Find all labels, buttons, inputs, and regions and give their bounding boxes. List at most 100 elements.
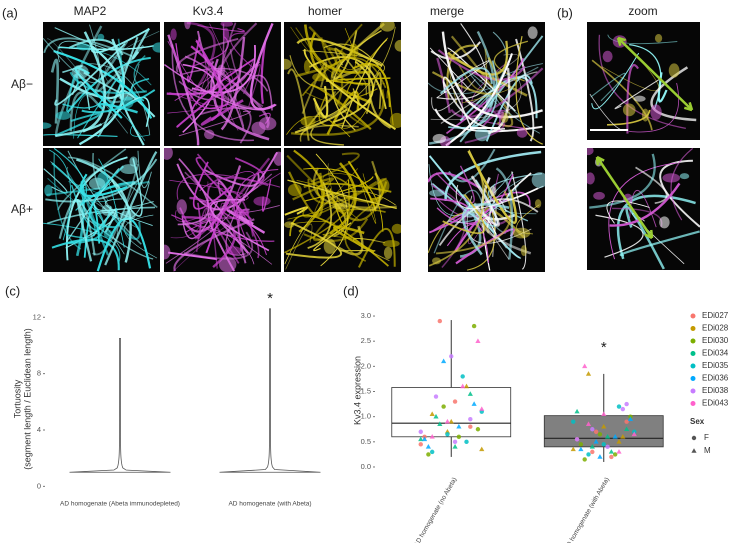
neurite — [595, 214, 644, 258]
neurite — [133, 55, 146, 93]
neurite — [431, 79, 476, 112]
neurite — [73, 92, 146, 141]
neurite — [292, 177, 335, 201]
neurite — [186, 22, 216, 100]
soma — [679, 173, 690, 180]
y-axis-label: Tortuosity — [12, 379, 22, 418]
micrograph — [43, 22, 160, 146]
y-tick-label: 1.0 — [361, 412, 371, 421]
soma — [284, 221, 295, 228]
neurite — [445, 53, 513, 146]
soma — [389, 112, 401, 129]
legend-swatch — [690, 338, 696, 344]
neurite — [359, 173, 377, 224]
neurite — [458, 48, 488, 91]
neurite — [461, 77, 517, 104]
neurite — [71, 81, 91, 110]
soma — [220, 22, 234, 27]
point — [452, 444, 458, 449]
point — [449, 354, 454, 359]
y-tick-label: 1.5 — [361, 386, 371, 395]
legend-label: EDi027 — [702, 311, 729, 320]
neurite — [299, 26, 396, 129]
scale-bar — [590, 129, 628, 131]
arrow-head — [644, 229, 654, 240]
column-header: homer — [308, 4, 342, 18]
soma — [170, 28, 177, 41]
neurite — [307, 178, 378, 205]
legend-label: EDi043 — [702, 399, 729, 408]
point — [605, 444, 610, 450]
neurite — [625, 206, 665, 270]
soma — [485, 94, 494, 108]
soma — [222, 27, 230, 42]
neurite — [93, 179, 154, 211]
neurite — [318, 93, 344, 127]
point — [445, 432, 450, 437]
point — [433, 394, 439, 399]
soma — [164, 148, 173, 160]
point — [460, 374, 465, 379]
y-tick-label: 2.5 — [361, 336, 371, 345]
neurite — [249, 22, 276, 111]
point — [574, 437, 580, 442]
soma — [103, 229, 113, 238]
point — [616, 404, 622, 409]
neurite — [635, 166, 668, 205]
soma — [203, 129, 215, 140]
soma — [55, 111, 71, 120]
legend-label: EDi028 — [702, 324, 729, 333]
soma — [287, 183, 302, 197]
point — [601, 423, 607, 429]
significance: * — [267, 290, 273, 307]
neurite — [209, 198, 270, 252]
legend-label: EDi036 — [702, 374, 729, 383]
scale-bar — [470, 127, 500, 129]
neurite — [442, 81, 506, 130]
point — [448, 418, 454, 424]
point — [460, 383, 466, 389]
neurite — [284, 206, 309, 216]
neurite — [495, 167, 514, 260]
y-axis-label: Kv3.4 expression — [352, 356, 362, 425]
neurite — [590, 72, 626, 102]
point — [468, 416, 473, 422]
soma — [44, 184, 53, 197]
neurite — [53, 49, 153, 119]
soma — [520, 245, 528, 257]
neurite — [626, 64, 639, 134]
panel-label: (a) — [2, 5, 18, 20]
neurite — [316, 182, 392, 201]
neurite — [213, 98, 270, 141]
violin — [219, 308, 321, 473]
point — [426, 452, 431, 457]
point — [468, 424, 473, 429]
legend-label: EDi035 — [702, 361, 729, 370]
y-tick-label: 0.0 — [361, 462, 371, 471]
legend-swatch — [690, 326, 696, 331]
point — [616, 449, 622, 454]
neurite — [302, 50, 385, 74]
soma — [259, 116, 277, 131]
point — [441, 358, 447, 364]
point — [624, 419, 629, 424]
legend-swatch — [690, 401, 696, 406]
point — [608, 449, 614, 454]
point — [452, 439, 458, 445]
point — [597, 432, 603, 437]
neurite — [76, 199, 93, 262]
neurite — [70, 63, 140, 134]
neurite — [197, 24, 245, 33]
micrograph — [284, 22, 401, 146]
neurite — [310, 152, 360, 183]
neurite — [104, 31, 160, 82]
neurite — [442, 193, 486, 235]
neurite — [108, 211, 141, 241]
micrograph — [428, 148, 545, 272]
neurite — [225, 176, 256, 256]
panel-label: (c) — [5, 283, 20, 298]
neurite — [130, 123, 151, 137]
soma — [382, 240, 400, 248]
neurite — [98, 158, 125, 248]
point — [418, 436, 424, 442]
